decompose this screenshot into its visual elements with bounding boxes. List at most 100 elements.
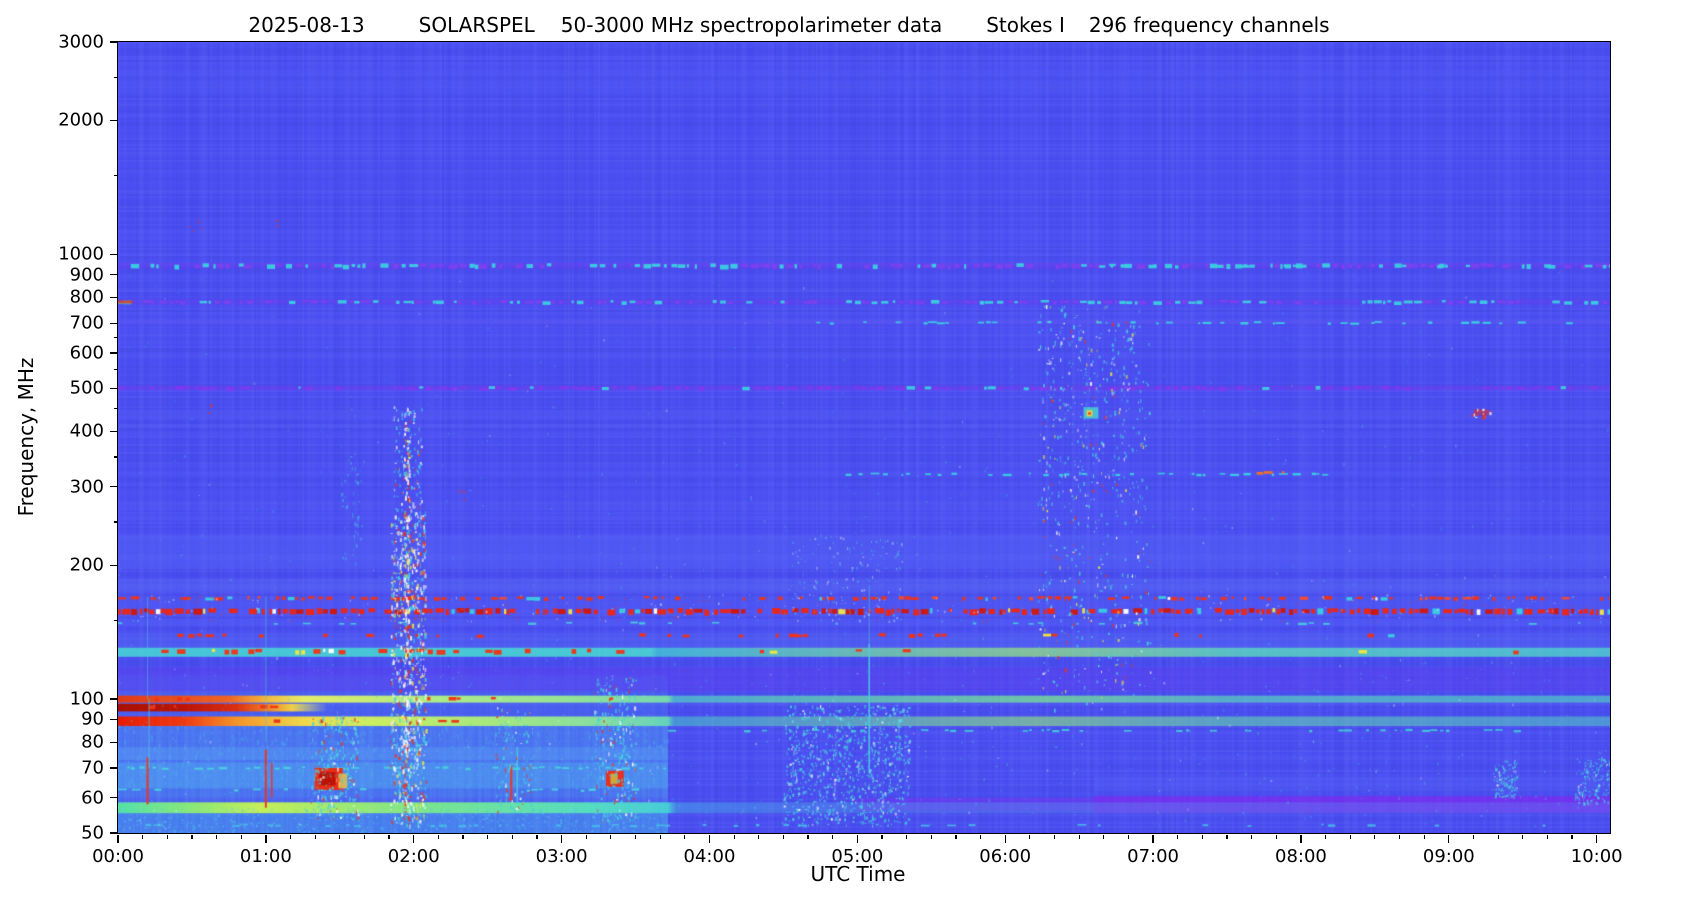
y-tick-label: 500 bbox=[69, 377, 104, 399]
y-major-tick bbox=[110, 430, 118, 432]
x-major-tick bbox=[560, 835, 563, 843]
x-minor-tick bbox=[930, 835, 932, 839]
x-minor-tick bbox=[634, 835, 637, 839]
y-major-tick bbox=[110, 741, 118, 743]
x-minor-tick bbox=[1177, 835, 1179, 839]
x-minor-tick bbox=[487, 835, 489, 839]
x-axis-label: UTC Time bbox=[810, 862, 906, 886]
x-minor-tick bbox=[955, 835, 957, 839]
y-minor-tick bbox=[113, 76, 118, 78]
y-tick-label: 700 bbox=[69, 312, 104, 334]
plot-area bbox=[117, 41, 1611, 834]
x-minor-tick bbox=[659, 835, 661, 839]
x-minor-tick bbox=[191, 835, 193, 839]
x-minor-tick bbox=[1226, 835, 1228, 839]
x-minor-tick bbox=[289, 835, 292, 839]
x-minor-tick bbox=[363, 835, 366, 839]
y-major-tick bbox=[110, 296, 118, 298]
x-major-tick bbox=[1448, 835, 1450, 843]
y-tick-label: 90 bbox=[81, 708, 104, 730]
y-tick-label: 600 bbox=[69, 342, 104, 364]
y-minor-tick bbox=[113, 456, 118, 458]
x-minor-tick bbox=[881, 835, 883, 839]
x-minor-tick bbox=[832, 835, 834, 839]
x-minor-tick bbox=[1571, 835, 1573, 839]
y-minor-tick bbox=[113, 521, 118, 523]
y-major-tick bbox=[110, 564, 118, 566]
x-minor-tick bbox=[1127, 835, 1130, 839]
x-minor-tick bbox=[1472, 835, 1475, 839]
x-minor-tick bbox=[585, 835, 587, 839]
y-major-tick bbox=[110, 41, 118, 43]
x-major-tick bbox=[856, 835, 858, 843]
x-minor-tick bbox=[1275, 835, 1277, 839]
y-tick-label: 3000 bbox=[58, 31, 104, 53]
x-tick-label: 02:00 bbox=[387, 846, 440, 867]
x-minor-tick bbox=[782, 835, 784, 839]
x-major-tick bbox=[413, 835, 415, 843]
x-minor-tick bbox=[339, 835, 341, 839]
x-tick-label: 08:00 bbox=[1275, 846, 1327, 867]
title-date: 2025-08-13 bbox=[248, 13, 365, 37]
x-tick-label: 01:00 bbox=[239, 846, 292, 867]
x-minor-tick bbox=[1497, 835, 1499, 839]
y-tick-label: 400 bbox=[69, 420, 104, 442]
x-minor-tick bbox=[1546, 835, 1548, 839]
x-minor-tick bbox=[1349, 835, 1351, 839]
x-minor-tick bbox=[733, 835, 735, 839]
y-tick-label: 1000 bbox=[58, 243, 104, 265]
x-tick-label: 03:00 bbox=[535, 846, 588, 867]
chart-title: 2025-08-13 SOLARSPEL 50-3000 MHz spectropo… bbox=[248, 13, 1329, 37]
x-major-tick bbox=[1596, 835, 1598, 843]
x-minor-tick bbox=[758, 835, 760, 839]
x-minor-tick bbox=[1374, 835, 1376, 839]
y-tick-label: 900 bbox=[69, 264, 104, 286]
x-tick-label: 09:00 bbox=[1422, 846, 1475, 867]
x-minor-tick bbox=[142, 835, 144, 839]
x-minor-tick bbox=[1078, 835, 1080, 839]
y-major-tick bbox=[110, 718, 118, 721]
y-major-tick bbox=[110, 832, 118, 834]
y-tick-label: 50 bbox=[81, 822, 104, 844]
y-major-tick bbox=[110, 273, 118, 276]
title-stokes: Stokes I bbox=[986, 13, 1065, 37]
x-minor-tick bbox=[437, 835, 439, 839]
y-major-tick bbox=[110, 797, 118, 799]
x-minor-tick bbox=[1423, 835, 1425, 839]
x-minor-tick bbox=[610, 835, 612, 839]
x-minor-tick bbox=[906, 835, 908, 839]
title-description: 50-3000 MHz spectropolarimeter data bbox=[560, 13, 943, 37]
y-minor-tick bbox=[113, 175, 118, 177]
x-minor-tick bbox=[684, 835, 686, 839]
x-minor-tick bbox=[1398, 835, 1401, 839]
x-tick-label: 07:00 bbox=[1127, 846, 1180, 867]
x-minor-tick bbox=[1103, 835, 1105, 839]
x-minor-tick bbox=[462, 835, 464, 839]
x-minor-tick bbox=[1029, 835, 1031, 839]
x-minor-tick bbox=[511, 835, 513, 839]
y-tick-label: 800 bbox=[69, 286, 104, 308]
y-tick-label: 60 bbox=[81, 787, 104, 809]
y-major-tick bbox=[110, 486, 118, 488]
y-major-tick bbox=[110, 119, 118, 121]
y-minor-tick bbox=[113, 620, 118, 622]
x-major-tick bbox=[1152, 835, 1154, 843]
y-minor-tick bbox=[113, 336, 118, 339]
y-tick-label: 200 bbox=[69, 554, 104, 576]
x-minor-tick bbox=[240, 835, 242, 839]
y-tick-label: 100 bbox=[69, 688, 104, 710]
x-major-tick bbox=[708, 835, 711, 843]
x-minor-tick bbox=[388, 835, 390, 839]
y-major-tick bbox=[110, 698, 118, 700]
x-tick-label: 00:00 bbox=[92, 846, 144, 867]
x-major-tick bbox=[117, 835, 119, 843]
y-major-tick bbox=[110, 322, 118, 324]
title-channels: 296 frequency channels bbox=[1088, 13, 1330, 37]
x-minor-tick bbox=[1522, 835, 1524, 839]
y-major-tick bbox=[110, 387, 118, 389]
y-tick-label: 2000 bbox=[58, 109, 104, 131]
x-minor-tick bbox=[1251, 835, 1253, 839]
x-minor-tick bbox=[1324, 835, 1327, 839]
x-major-tick bbox=[1004, 835, 1006, 843]
